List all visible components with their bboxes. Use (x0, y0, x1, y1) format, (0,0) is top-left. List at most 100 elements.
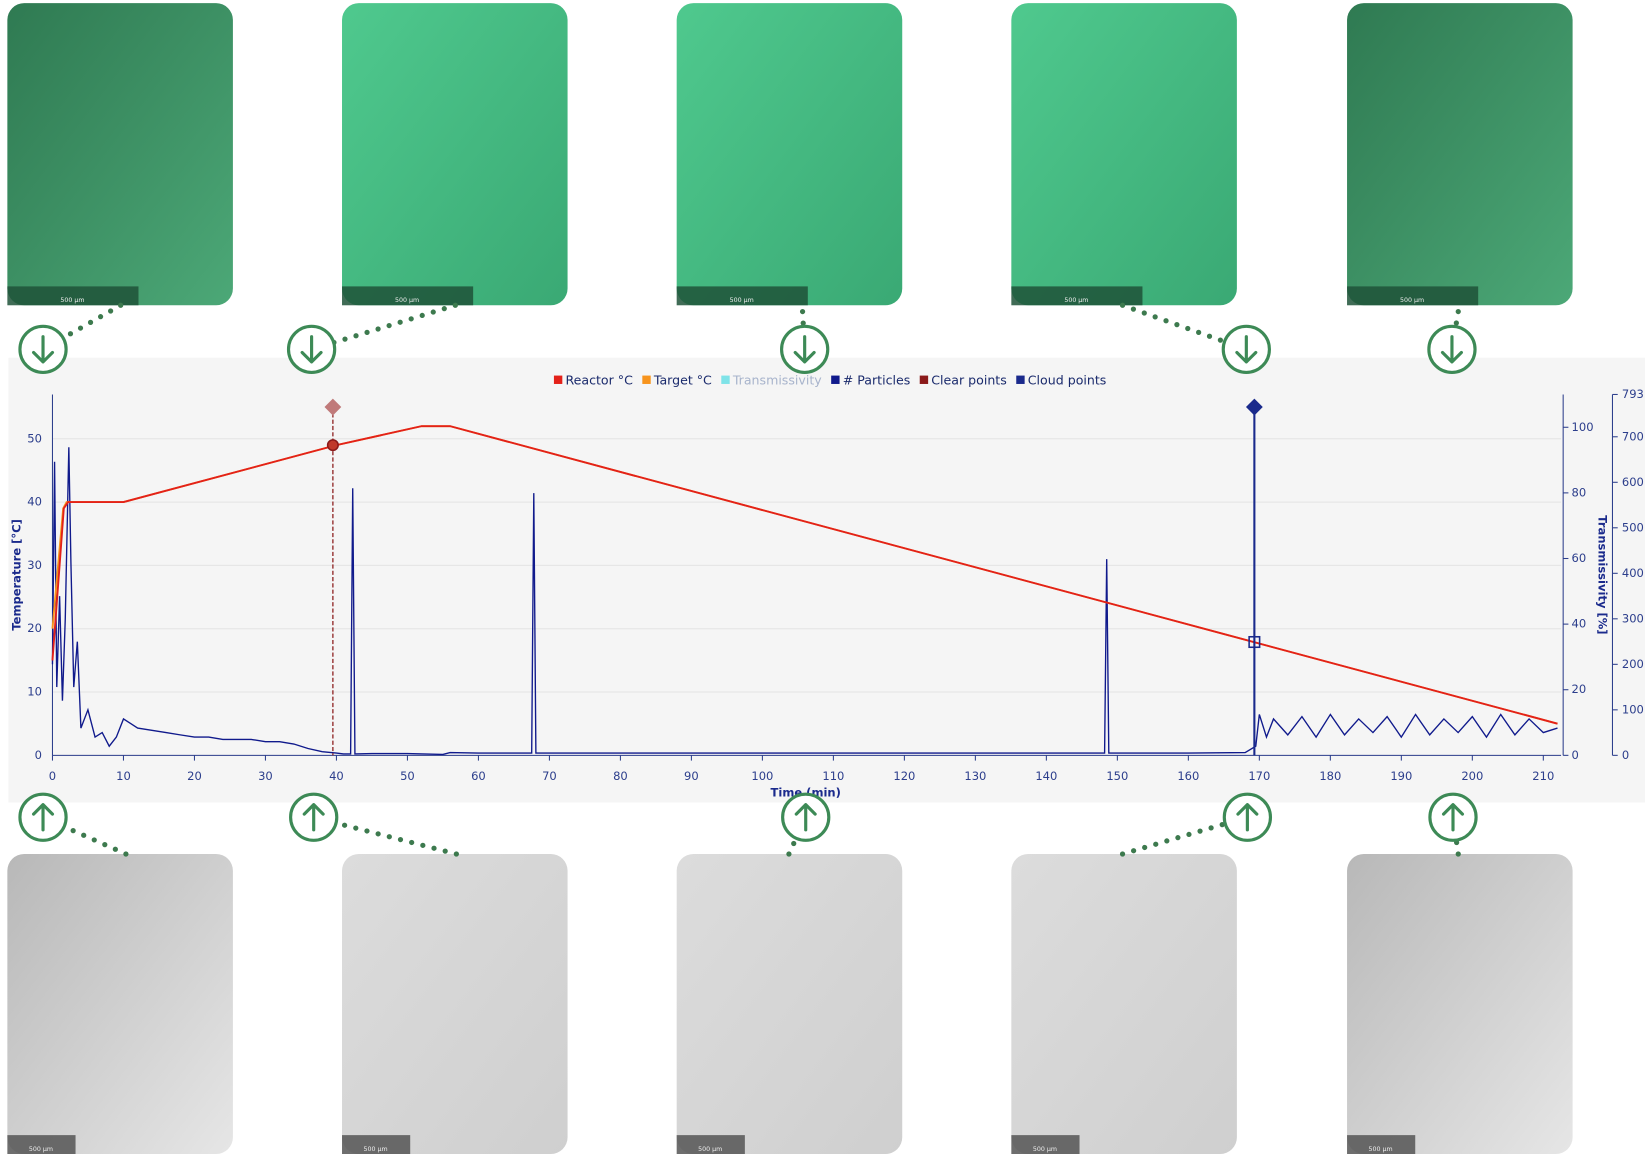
x-tick-label: 50 (400, 769, 415, 783)
x-tick-label: 80 (613, 769, 628, 783)
x-tick-label: 20 (187, 769, 202, 783)
y3-tick-label: 500 (1622, 520, 1644, 534)
up-arrow-button-glyph (32, 803, 55, 832)
y3-tick-label: 793 (1622, 387, 1644, 401)
scale-bar (676, 286, 808, 306)
scale-label: 500 µm (1064, 297, 1088, 304)
connector (40, 814, 129, 857)
scale-bar (1347, 1135, 1416, 1154)
scale-bar (342, 1135, 411, 1154)
scale-bar (1011, 1135, 1080, 1154)
legend-swatch (721, 375, 730, 384)
scale-bar (1347, 286, 1479, 306)
y2-tick-label: 80 (1572, 485, 1587, 499)
chart-panel (8, 357, 1645, 803)
scale-label: 500 µm (29, 1146, 53, 1153)
x-tick-label: 170 (1248, 769, 1270, 783)
y2-tick-label: 100 (1572, 420, 1594, 434)
micrograph (1011, 853, 1237, 1154)
y-tick-label: 0 (35, 748, 42, 762)
legend-swatch (919, 375, 929, 384)
legend-label: Transmissivity (732, 372, 822, 387)
x-tick-label: 30 (258, 769, 273, 783)
scale-bar (1011, 286, 1143, 306)
scale-label: 500 µm (60, 297, 84, 304)
y3-tick-label: 200 (1622, 657, 1644, 671)
micrograph (1011, 3, 1237, 306)
down-arrow-button-glyph (1235, 335, 1258, 364)
y3-tick-label: 600 (1622, 475, 1644, 489)
y-tick-label: 20 (27, 621, 42, 635)
legend-label: Cloud points (1028, 372, 1107, 387)
x-tick-label: 140 (1035, 769, 1057, 783)
x-tick-label: 100 (751, 769, 773, 783)
y3-tick-label: 400 (1622, 566, 1644, 580)
micrograph (676, 853, 903, 1154)
y2-tick-label: 40 (1572, 617, 1587, 631)
x-tick-label: 160 (1177, 769, 1199, 783)
y-tick-label: 50 (27, 431, 42, 445)
legend-label: Reactor °C (565, 372, 633, 387)
micrograph (7, 853, 233, 1154)
x-tick-label: 10 (116, 769, 131, 783)
scale-bar (342, 286, 474, 306)
y3-tick-label: 700 (1622, 429, 1644, 443)
connector (1119, 814, 1251, 857)
y2-axis-title: Transmissivity [%] (1595, 515, 1609, 634)
x-tick-label: 110 (822, 769, 844, 783)
down-arrow-button-glyph (793, 335, 816, 364)
x-tick-label: 120 (893, 769, 915, 783)
micrograph (7, 3, 233, 306)
scale-bar (676, 1135, 745, 1154)
x-tick-label: 200 (1461, 769, 1483, 783)
legend-swatch (553, 375, 563, 384)
up-arrow-button-glyph (1441, 803, 1465, 832)
y-tick-label: 10 (27, 685, 42, 699)
y2-tick-label: 60 (1572, 551, 1587, 565)
down-arrow-button-glyph (300, 335, 323, 364)
micrograph (1347, 853, 1573, 1154)
clear-point (326, 439, 339, 452)
legend-swatch (831, 375, 840, 384)
up-arrow-button-glyph (302, 803, 325, 832)
series-line (51, 447, 1558, 756)
micrograph (1347, 3, 1573, 306)
scale-label: 500 µm (730, 297, 754, 304)
cloud-point (1248, 635, 1261, 649)
legend-label: Clear points (931, 372, 1007, 387)
scale-label: 500 µm (1400, 297, 1424, 304)
micrograph (342, 3, 568, 306)
scale-label: 500 µm (364, 1146, 388, 1153)
connector (1119, 302, 1249, 352)
connector (308, 302, 458, 352)
x-tick-label: 40 (329, 769, 344, 783)
x-tick-label: 150 (1106, 769, 1128, 783)
x-tick-label: 90 (684, 769, 699, 783)
y-tick-label: 30 (27, 558, 42, 572)
scale-label: 500 µm (1033, 1146, 1057, 1153)
micrograph (342, 853, 568, 1154)
x-tick-label: 70 (542, 769, 557, 783)
y3-tick-label: 300 (1622, 611, 1644, 625)
up-arrow-button-glyph (1236, 803, 1259, 832)
series-line (51, 425, 1558, 725)
connector (311, 814, 459, 857)
connector (40, 302, 124, 352)
x-tick-label: 210 (1532, 769, 1554, 783)
x-tick-label: 190 (1390, 769, 1412, 783)
y2-tick-label: 0 (1572, 748, 1579, 762)
y2-tick-label: 20 (1572, 682, 1587, 696)
y-axis-title: Temperature [°C] (9, 519, 23, 631)
scale-label: 500 µm (698, 1146, 722, 1153)
down-arrow-button-glyph (1440, 335, 1463, 364)
x-tick-label: 130 (964, 769, 986, 783)
legend-swatch (642, 375, 651, 384)
up-arrow-button-glyph (794, 803, 817, 832)
down-arrow-button-glyph (32, 335, 55, 364)
scale-bar (7, 1135, 76, 1154)
legend-label: # Particles (843, 372, 911, 387)
legend-swatch (1016, 375, 1025, 384)
x-tick-label: 60 (471, 769, 486, 783)
micrograph (676, 3, 903, 306)
